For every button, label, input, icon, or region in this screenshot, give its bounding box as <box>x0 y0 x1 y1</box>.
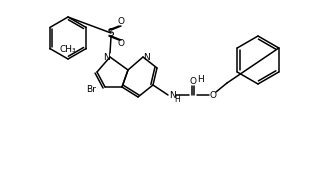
Text: O: O <box>190 78 196 87</box>
Text: CH₃: CH₃ <box>60 45 76 54</box>
Text: N: N <box>168 90 175 99</box>
Text: N: N <box>143 53 149 62</box>
Text: O: O <box>118 18 124 27</box>
Text: Br: Br <box>86 86 96 95</box>
Text: H: H <box>198 75 204 84</box>
Text: O: O <box>118 39 124 48</box>
Text: N: N <box>104 53 110 62</box>
Text: S: S <box>108 28 114 38</box>
Text: O: O <box>210 90 216 99</box>
Text: H: H <box>174 96 180 105</box>
